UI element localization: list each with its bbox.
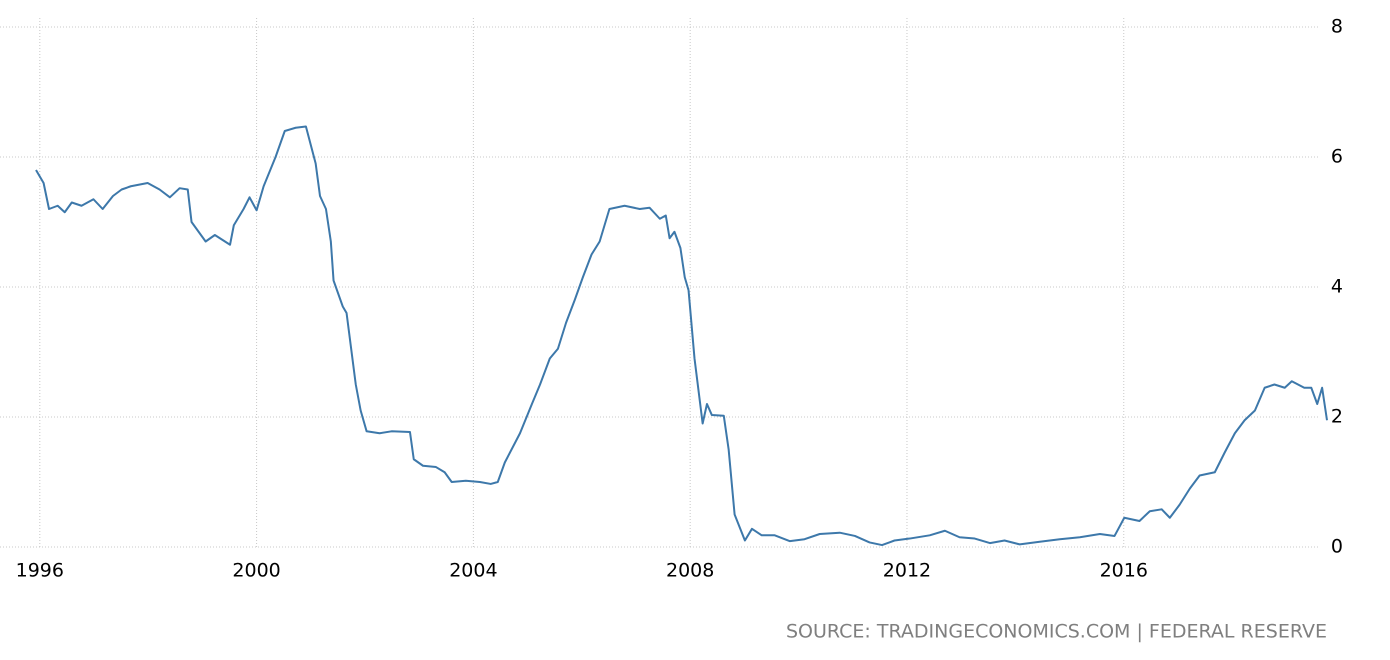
- y-tick-label: 4: [1331, 276, 1343, 298]
- x-tick-label: 2012: [883, 560, 931, 582]
- y-tick-label: 0: [1331, 536, 1343, 558]
- x-tick-label: 1996: [16, 560, 64, 582]
- x-tick-label: 2016: [1100, 560, 1148, 582]
- y-tick-label: 6: [1331, 146, 1343, 168]
- x-tick-label: 2000: [232, 560, 280, 582]
- x-tick-label: 2004: [449, 560, 497, 582]
- x-tick-label: 2008: [666, 560, 714, 582]
- y-tick-label: 8: [1331, 16, 1343, 38]
- data-line: [35, 125, 1328, 547]
- y-tick-label: 2: [1331, 406, 1343, 428]
- source-note: SOURCE: TRADINGECONOMICS.COM | FEDERAL R…: [786, 621, 1327, 643]
